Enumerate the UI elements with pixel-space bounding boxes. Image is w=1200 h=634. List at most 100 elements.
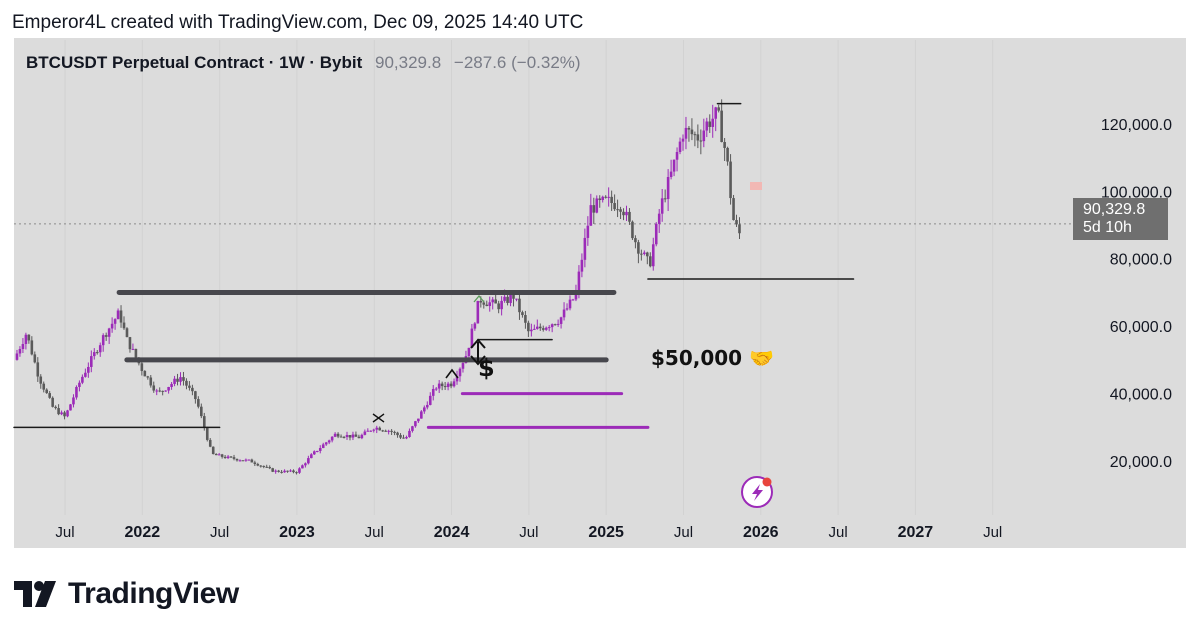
candle-body [247,459,251,461]
candle-body [113,319,117,324]
candle-body [420,411,423,419]
candle-body [643,252,646,255]
candle-body [405,437,408,439]
candle-body [27,334,31,341]
candle-body [541,328,545,330]
candle-body [488,302,492,307]
candle-body [125,328,129,338]
candle-body [512,294,515,299]
candle-body [544,327,548,330]
candle-body [238,460,242,462]
candle-body [131,348,135,350]
candle-body [735,220,738,225]
candle-body [440,383,444,387]
candle-body [491,299,495,303]
candle-body [116,310,120,320]
candle-body [705,121,709,131]
candle-body [318,448,322,451]
candle-body [274,470,277,472]
candle-body [494,299,497,304]
footer-logo[interactable]: TradingView [14,574,239,614]
brand-name: TradingView [68,577,239,610]
candle-body [211,446,215,454]
candle-body [613,203,616,210]
candle-body [637,242,640,254]
candle-body [417,418,420,422]
candle-body [250,459,254,463]
candle-body [295,472,298,474]
candle-body [399,435,402,438]
candle-body [202,416,206,428]
candle-body [205,427,209,440]
candle-body [530,329,533,332]
candle-body [723,142,726,148]
candle-body [271,468,274,472]
candle-body [256,464,260,466]
candle-body [518,298,521,313]
candle-body [381,430,384,432]
candle-body [277,470,280,472]
candle-body [434,388,438,390]
candle-body [702,130,706,142]
x-tick-label: 2025 [588,524,624,541]
candle-body [69,404,72,411]
candle-body [327,440,331,443]
candle-body [482,302,486,305]
candle-body [714,107,718,119]
candle-body [732,198,735,221]
candle-body [503,296,506,301]
pink-marker-icon [750,182,762,190]
candle-body [307,458,310,464]
candle-body [51,397,54,407]
last-price-tag: 90,329.8 5d 10h [1073,198,1168,240]
candle-body [446,383,450,388]
candle-body [185,380,188,386]
candle-body [711,118,715,127]
candle-body [330,436,334,441]
candle-body [521,312,524,316]
candle-body [666,177,670,200]
candle-body [372,429,376,431]
candle-body [485,304,489,307]
candle-body [515,298,518,300]
candle-body [15,353,19,360]
candle-body [18,349,22,354]
candle-body [42,383,46,390]
candle-body [104,335,108,337]
candle-body [634,238,637,243]
y-tick-label: 100,000.0 [1101,184,1172,201]
candle-body [437,383,441,389]
candle-body [289,470,292,472]
x-tick-label: 2027 [898,524,934,541]
candle-body [571,299,575,301]
candle-body [360,434,364,439]
candle-body [182,377,185,381]
candle-body [568,299,572,309]
candle-body [455,376,459,382]
candle-body [229,456,233,458]
candle-body [78,382,81,387]
lightning-badge-icon[interactable] [741,476,773,508]
candle-body [310,454,313,459]
candle-body [24,334,28,344]
candle-body [188,385,191,388]
symbol-change: −287.6 (−0.32%) [453,53,581,72]
candle-body [470,328,474,348]
candle-body [176,378,179,382]
candle-body [657,213,661,224]
candle-body [675,151,679,160]
candle-body [244,459,248,461]
candle-body [33,354,37,363]
candle-body [72,397,75,405]
candle-body [21,343,25,350]
candle-body [324,442,328,445]
candle-body [161,390,164,392]
candle-body [342,436,346,438]
candle-body [48,393,51,398]
candle-body [265,466,269,468]
candle-body [654,223,658,245]
candle-body [45,389,49,394]
candle-body [669,171,673,178]
candle-body [431,388,435,396]
